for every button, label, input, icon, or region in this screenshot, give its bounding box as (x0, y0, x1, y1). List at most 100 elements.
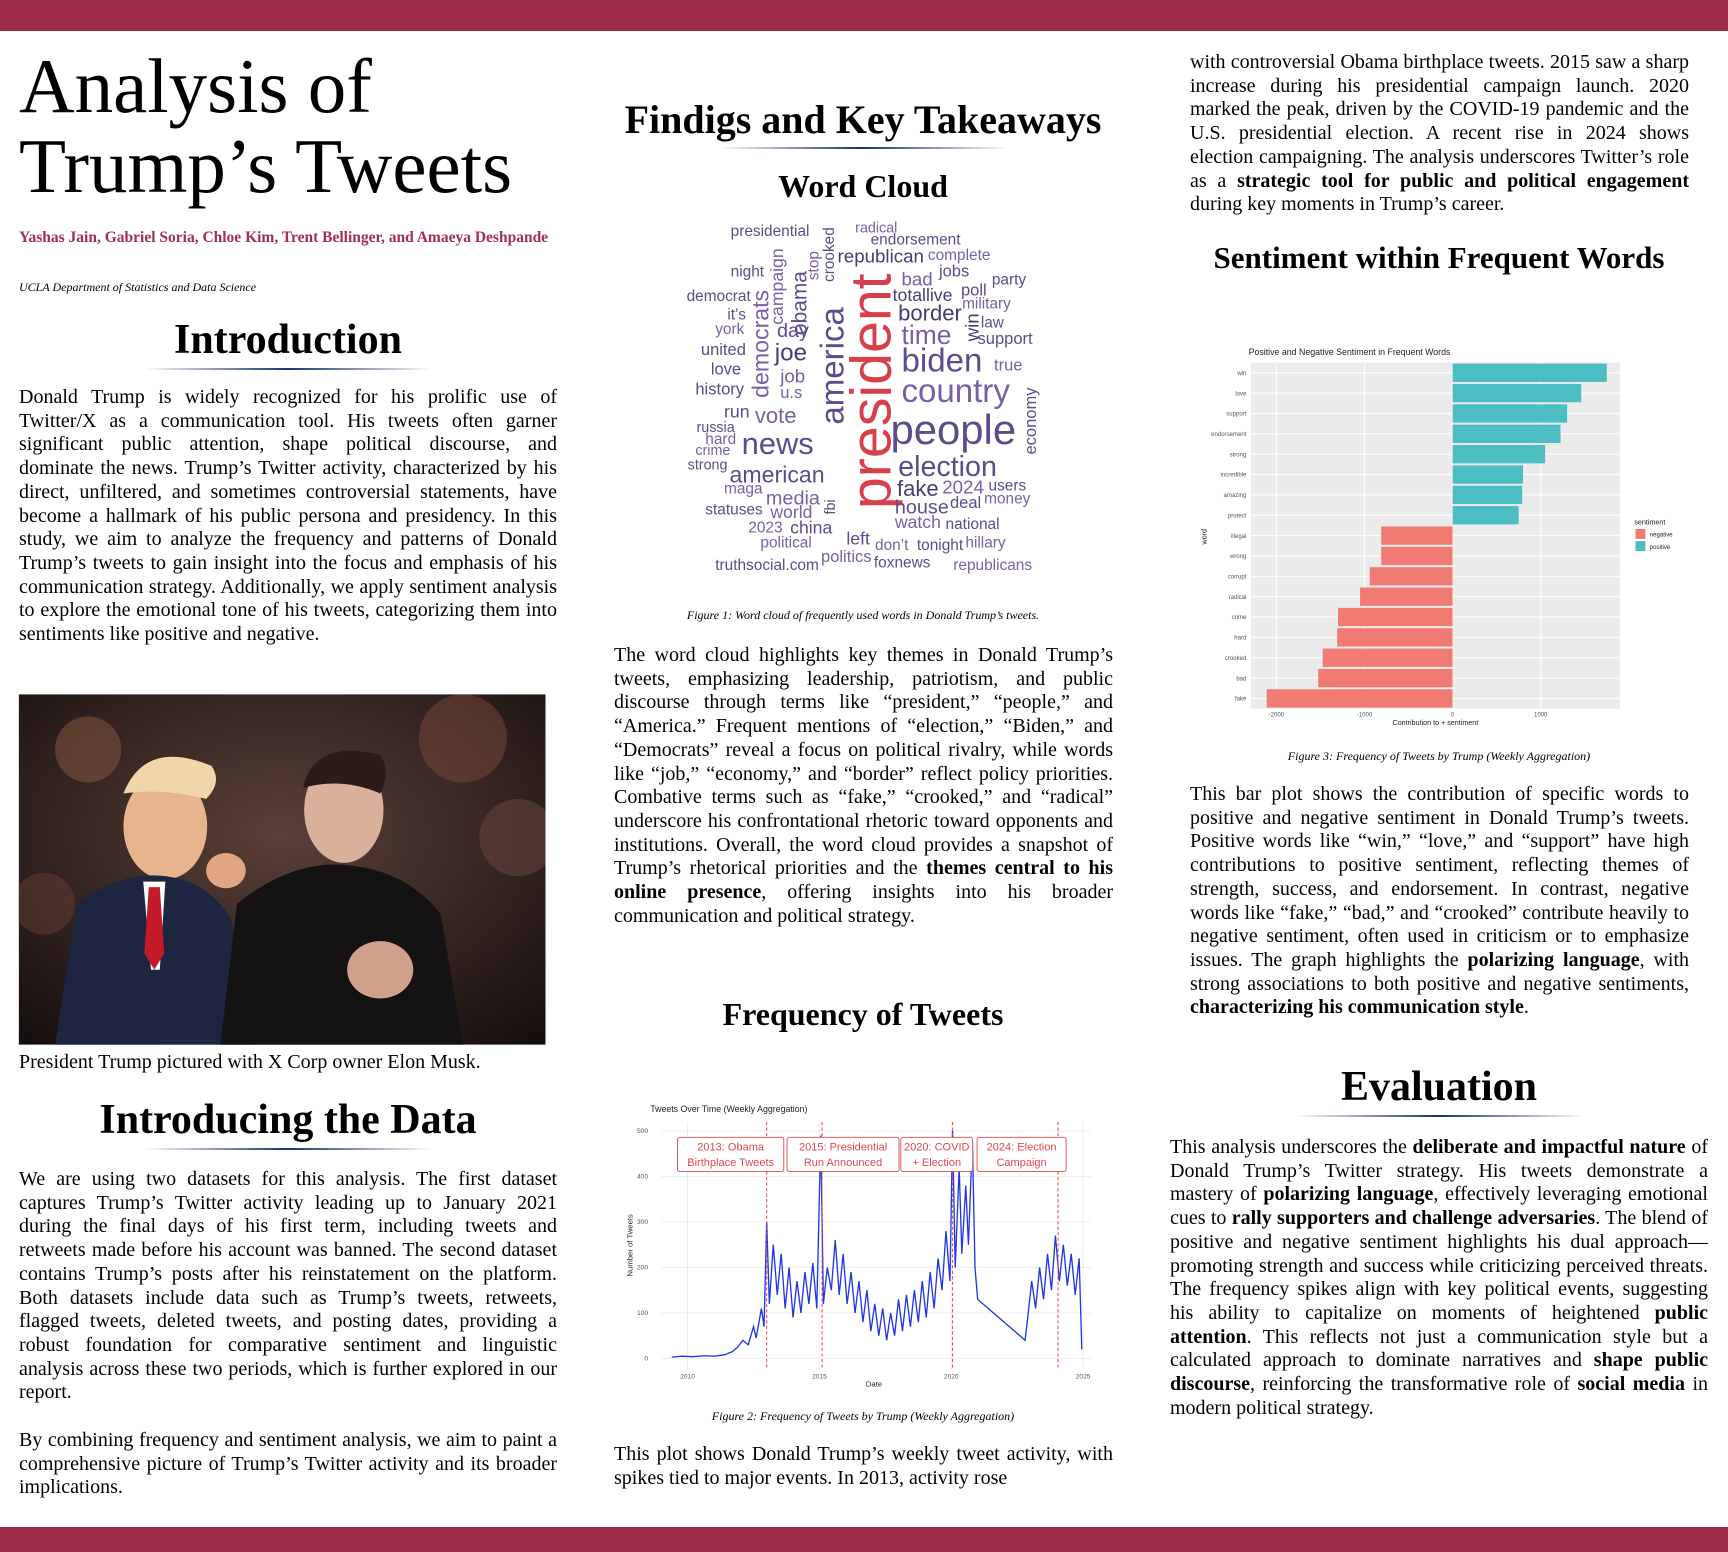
cloud-word: love (711, 360, 741, 379)
y-tick-label: bad (1236, 676, 1246, 682)
cloud-word: maga (724, 481, 763, 498)
cloud-word: world (769, 502, 812, 522)
annotation-text: Birthplace Tweets (687, 1157, 774, 1169)
y-tick-label: crime (1232, 615, 1247, 621)
bold-text: social media (1577, 1373, 1685, 1396)
bold-text: shape public discourse (1170, 1349, 1708, 1396)
bar (1452, 445, 1546, 464)
cloud-word: house (895, 497, 949, 519)
cloud-word: win (962, 313, 983, 342)
cloud-word: stop (806, 251, 823, 280)
y-tick-label: amazing (1224, 493, 1247, 499)
cloud-word: obama (788, 271, 811, 335)
cloud-word: day (777, 320, 809, 342)
text: By combining frequency and sentiment ana… (19, 1429, 557, 1499)
text: of Donald Trump’s Twitter strategy. His … (1170, 1136, 1708, 1206)
text: , offering insights into his broader com… (614, 881, 1113, 927)
bold-text: public attention (1170, 1301, 1708, 1348)
figure-caption: Figure 1: Word cloud of frequently used … (686, 608, 1040, 622)
y-tick-label: strong (1230, 452, 1247, 458)
bar (1452, 404, 1568, 423)
top-band (0, 0, 1728, 31)
cloud-word: crime (695, 443, 730, 459)
cloud-word: crooked (821, 227, 838, 282)
cloud-word: china (790, 517, 832, 537)
sub-heading: Frequency of Tweets (722, 996, 1004, 1032)
bar (1381, 546, 1453, 566)
y-tick-label: incredible (1221, 473, 1248, 479)
y-tick-label: wrong (1229, 554, 1246, 560)
legend-key (1635, 528, 1646, 539)
cloud-word: poll (961, 280, 987, 299)
bold-text: polarizing language (1263, 1183, 1434, 1206)
photo-caption: President Trump pictured with X Corp own… (19, 1051, 481, 1073)
cloud-word: job (779, 365, 805, 386)
legend-label: positive (1650, 545, 1671, 551)
cloud-word: 2023 (748, 519, 782, 536)
cloud-word: joe (774, 339, 807, 366)
bar (1452, 465, 1524, 484)
paragraph: This analysis underscores the deliberate… (1170, 1136, 1708, 1420)
poster-title: Analysis of Trump’s Tweets (19, 43, 513, 209)
photo (18, 694, 546, 1045)
annotation-box (900, 1136, 974, 1172)
cloud-word: media (766, 488, 821, 510)
cloud-word: united (701, 340, 746, 359)
cloud-word: bad (901, 268, 932, 289)
annotation-text: 2020: COVID (904, 1142, 970, 1154)
y-tick-label: radical (1229, 595, 1247, 601)
cloud-word: people (890, 406, 1016, 453)
cloud-word: national (946, 516, 1000, 533)
text: . (1523, 996, 1529, 1019)
annotation-text: 2015: Presidential (799, 1142, 887, 1154)
cloud-word: hillary (965, 535, 1006, 552)
cloud-word: american (730, 462, 825, 488)
cloud-word: radical (855, 221, 897, 237)
y-tick-label: corrupt (1228, 575, 1247, 581)
cloud-word: country (901, 373, 1010, 410)
annotation-box (786, 1136, 900, 1172)
cloud-word: deal (950, 493, 981, 512)
text: This plot shows Donald Trump’s weekly tw… (614, 1443, 1113, 1489)
bar (1452, 424, 1561, 443)
text: This analysis underscores the (1170, 1136, 1413, 1158)
bar (1360, 587, 1453, 606)
annotation-box (976, 1136, 1067, 1172)
cloud-word: fake (897, 476, 939, 501)
authors: Yashas Jain, Gabriel Soria, Chloe Kim, T… (19, 229, 549, 246)
y-tick-label: fake (1235, 697, 1247, 703)
cloud-word: time (901, 320, 951, 350)
annotation-text: 2013: Obama (697, 1142, 765, 1154)
cloud-word: run (724, 402, 749, 422)
cloud-word: law (981, 314, 1005, 331)
cloud-word: america (815, 307, 852, 425)
cloud-word: statuses (705, 502, 763, 519)
y-tick-label: hard (1234, 636, 1246, 642)
text: , effectively leveraging emotional cues … (1170, 1183, 1708, 1230)
y-tick-label: protect (1228, 513, 1247, 519)
chart-title: Tweets Over Time (Weekly Aggregation) (650, 1104, 807, 1114)
text: . The blend of positive and negative sen… (1170, 1207, 1708, 1324)
cloud-word: republicans (953, 557, 1032, 574)
text: . This reflects not just a communication… (1170, 1325, 1708, 1372)
bold-text: themes central to his online presence (614, 857, 1113, 904)
affiliation: UCLA Department of Statistics and Data S… (19, 280, 257, 294)
cloud-word: truthsocial.com (715, 557, 819, 574)
cloud-word: politics (821, 547, 871, 566)
cloud-word: don’t (875, 537, 909, 554)
y-tick-label: win (1236, 371, 1246, 377)
x-tick-label: 2020 (944, 1374, 959, 1381)
cloud-word: tonight (917, 537, 964, 554)
cloud-word: jobs (938, 262, 969, 281)
figure-caption: Figure 2: Frequency of Tweets by Trump (… (711, 1409, 1015, 1423)
cloud-word: republican (838, 245, 924, 266)
x-tick-label: 0 (1451, 712, 1455, 718)
text: , with strong associations to both posit… (1190, 948, 1689, 995)
paragraph: By combining frequency and sentiment ana… (19, 1429, 557, 1500)
cloud-word: military (962, 296, 1011, 313)
x-tick-label: 2015 (812, 1374, 827, 1381)
y-tick-label: love (1235, 391, 1247, 397)
bold-text: characterizing his communication style (1190, 996, 1524, 1019)
